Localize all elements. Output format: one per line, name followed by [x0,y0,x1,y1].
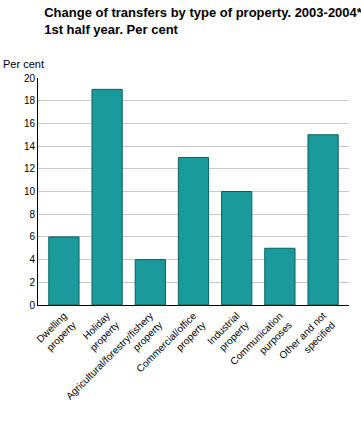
svg-text:14: 14 [24,141,36,152]
svg-text:Commercial/officeproperty: Commercial/officeproperty [134,310,208,384]
svg-text:8: 8 [29,209,35,220]
svg-text:2: 2 [29,277,35,288]
svg-text:16: 16 [24,118,36,129]
svg-text:Communicationpurposes: Communicationpurposes [228,310,294,376]
svg-text:Change of transfers by type of: Change of transfers by type of property.… [44,5,361,37]
svg-text:0: 0 [29,300,35,311]
svg-text:Dwellingproperty: Dwellingproperty [34,310,78,354]
svg-text:10: 10 [24,186,36,197]
svg-text:Industrialproperty: Industrialproperty [205,310,251,356]
svg-text:18: 18 [24,95,36,106]
svg-text:4: 4 [29,254,35,265]
svg-text:Holidayproperty: Holidayproperty [78,310,121,353]
svg-text:Agricultural/forestry/fisheryp: Agricultural/forestry/fisheryproperty [64,310,165,411]
svg-text:Per cent: Per cent [3,58,44,70]
svg-text:6: 6 [29,231,35,242]
svg-text:Other and notspecified: Other and notspecified [277,310,337,370]
svg-text:20: 20 [24,73,36,84]
svg-text:12: 12 [24,163,36,174]
